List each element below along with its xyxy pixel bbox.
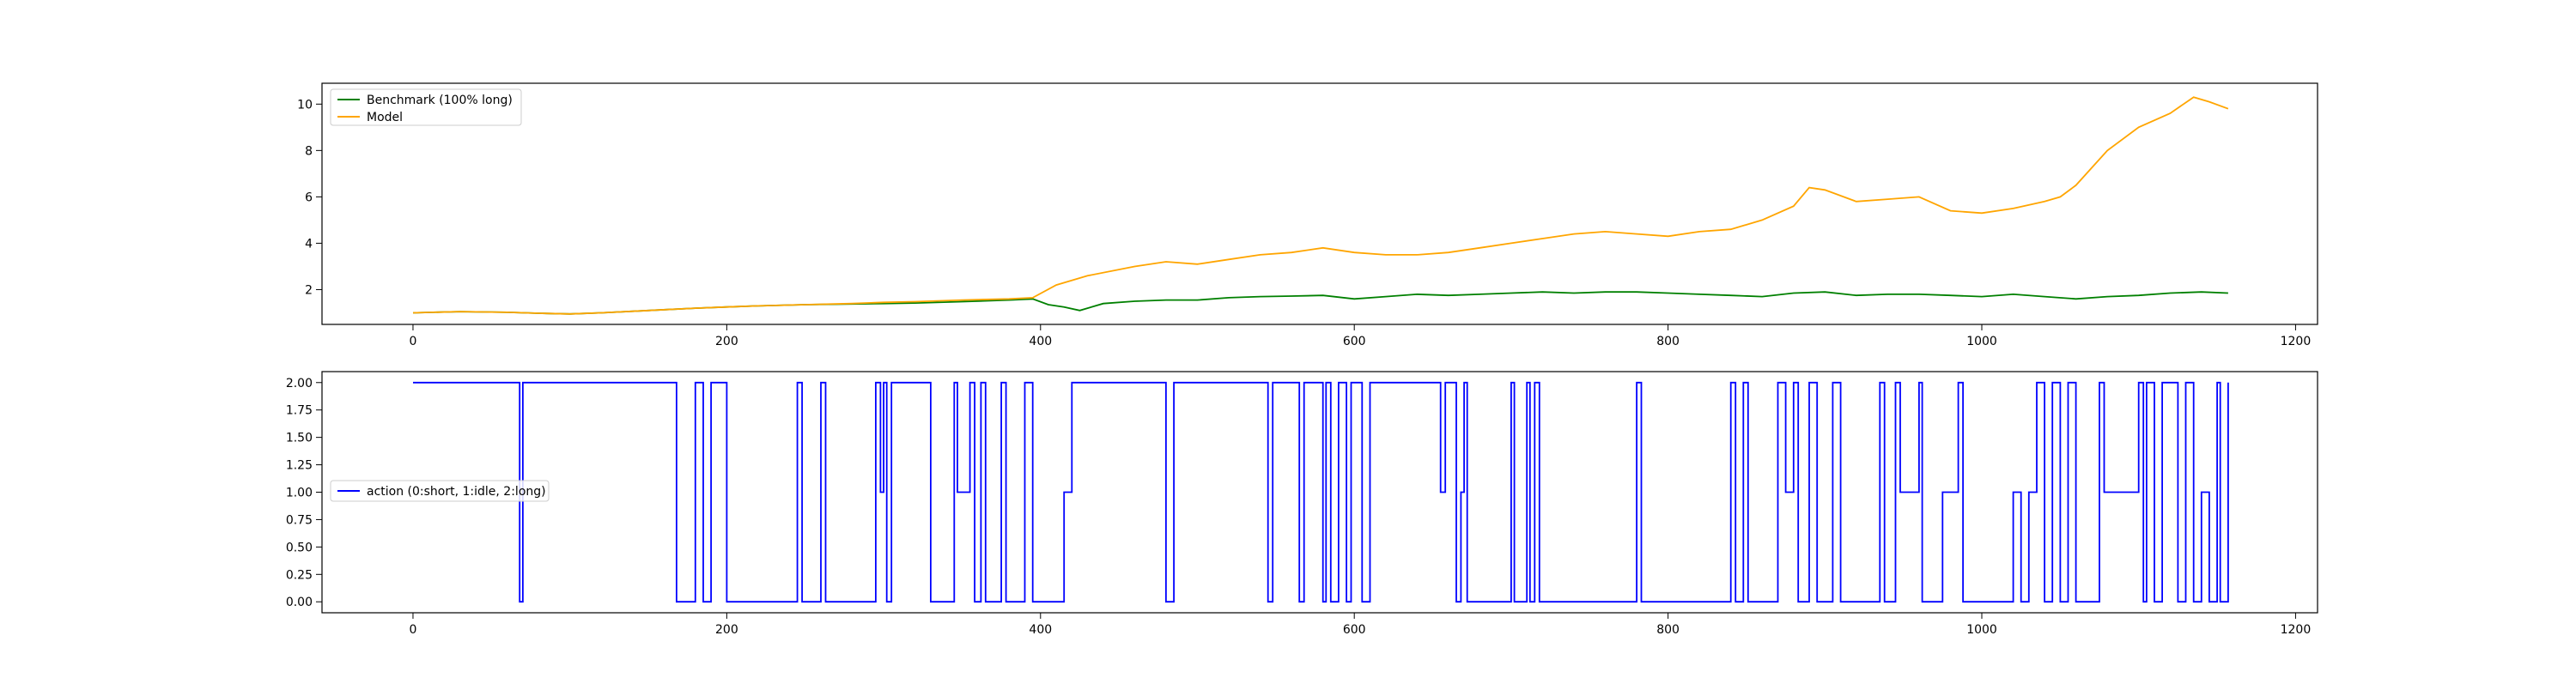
action-x-tick-label: 1000 [1966, 623, 1997, 637]
action-legend: action (0:short, 1:idle, 2:long) [330, 480, 550, 502]
price-x-tick-label: 1000 [1966, 335, 1997, 348]
price-x-tick-label: 200 [715, 335, 738, 348]
action-y-tick-label: 0.50 [286, 541, 313, 554]
price-x-tick-label: 1200 [2281, 335, 2312, 348]
price-series-line-1 [412, 96, 2229, 315]
price-chart-frame [321, 82, 2318, 325]
action-chart-panel: 0 200 400 600 800 1000 1200 0.00 0.25 0.50 0.75 1.0… [286, 371, 2318, 637]
action-y-tick-label: 0.00 [286, 596, 313, 609]
action-y-tick-label: 2.00 [286, 377, 313, 390]
price-y-tick-label: 8 [305, 144, 313, 158]
price-y-tick-label: 6 [305, 191, 313, 204]
price-legend: Benchmark (100% long) Model [330, 88, 522, 126]
action-x-tick-label: 400 [1029, 623, 1052, 637]
price-x-tick-label: 800 [1656, 335, 1680, 348]
price-series-line-0 [412, 291, 2228, 315]
price-y-tick-label: 10 [297, 98, 313, 112]
action-y-tick-label: 0.25 [286, 568, 313, 582]
action-y-tick-label: 1.50 [286, 432, 313, 445]
price-chart-panel: 0 200 400 600 800 1000 1200 2 4 6 8 10 Benchmark (10… [297, 82, 2318, 348]
price-legend-label: Model [367, 111, 403, 124]
price-legend-label: Benchmark (100% long) [367, 94, 513, 107]
action-x-tick-label: 0 [410, 623, 417, 637]
action-x-tick-label: 1200 [2281, 623, 2312, 637]
price-x-tick-label: 400 [1029, 335, 1052, 348]
price-x-tick-label: 0 [410, 335, 417, 348]
action-x-tick-label: 200 [715, 623, 738, 637]
action-y-tick-label: 0.75 [286, 513, 313, 527]
price-y-tick-label: 2 [305, 283, 313, 297]
action-x-tick-label: 600 [1343, 623, 1366, 637]
action-x-tick-label: 800 [1656, 623, 1680, 637]
action-legend-box [330, 480, 550, 502]
action-y-tick-label: 1.00 [286, 487, 313, 500]
action-series-line-0 [413, 381, 2229, 603]
action-legend-label: action (0:short, 1:idle, 2:long) [367, 485, 546, 499]
action-y-tick-label: 1.25 [286, 459, 313, 473]
price-x-tick-label: 600 [1343, 335, 1366, 348]
price-legend-box [330, 88, 522, 126]
price-y-tick-label: 4 [305, 237, 313, 251]
action-y-tick-label: 1.75 [286, 404, 313, 418]
